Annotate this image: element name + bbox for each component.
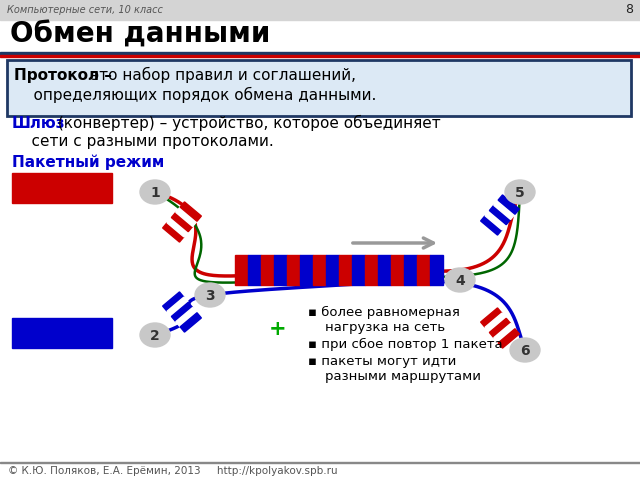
Text: сети с разными протоколами.: сети с разными протоколами. (12, 134, 274, 149)
Bar (498, 195, 519, 214)
Bar (493, 200, 515, 219)
Text: ▪ пакеты могут идти: ▪ пакеты могут идти (308, 355, 456, 368)
Text: нагрузка на сеть: нагрузка на сеть (308, 321, 445, 334)
Bar (0, 0, 640, 20)
Bar (167, 297, 188, 316)
Text: ▪ при сбое повтор 1 пакета: ▪ при сбое повтор 1 пакета (308, 338, 502, 351)
Bar (172, 302, 193, 322)
Bar (485, 313, 506, 333)
Bar (490, 318, 511, 337)
Text: определяющих порядок обмена данными.: определяющих порядок обмена данными. (14, 87, 376, 103)
Text: 8: 8 (625, 3, 633, 16)
Bar (417, 255, 430, 285)
Bar (287, 255, 300, 285)
Text: Шлюз: Шлюз (12, 116, 65, 131)
Text: Обмен данными: Обмен данными (10, 21, 270, 49)
Bar (391, 255, 404, 285)
Bar (490, 205, 511, 225)
Bar (493, 324, 515, 343)
Bar (163, 223, 184, 242)
Bar (235, 255, 248, 285)
Bar (498, 329, 519, 348)
Ellipse shape (510, 338, 540, 362)
Bar (274, 255, 287, 285)
Ellipse shape (505, 180, 535, 204)
Text: © К.Ю. Поляков, Е.А. Ерёмин, 2013     http://kpolyakov.spb.ru: © К.Ю. Поляков, Е.А. Ерёмин, 2013 http:/… (8, 466, 338, 476)
Bar (339, 255, 352, 285)
Bar (261, 255, 274, 285)
Bar (0, 55, 640, 57)
Ellipse shape (140, 180, 170, 204)
Text: 6: 6 (520, 344, 530, 358)
FancyBboxPatch shape (7, 60, 631, 116)
Bar (176, 308, 197, 327)
Bar (481, 216, 502, 235)
Text: ▪ более равномерная: ▪ более равномерная (308, 306, 460, 319)
Bar (0, 462, 640, 463)
Bar (180, 202, 202, 221)
Text: Пакетный режим: Пакетный режим (12, 155, 164, 170)
Bar (404, 255, 417, 285)
Bar (485, 211, 506, 230)
Text: 2: 2 (150, 329, 160, 343)
Ellipse shape (445, 268, 475, 292)
Text: 5: 5 (515, 186, 525, 200)
Ellipse shape (140, 323, 170, 347)
Bar (365, 255, 378, 285)
Text: 4: 4 (455, 274, 465, 288)
Bar (180, 313, 202, 332)
Text: 3: 3 (205, 289, 215, 303)
Bar (313, 255, 326, 285)
Bar (300, 255, 313, 285)
Bar (12, 173, 112, 203)
Bar (378, 255, 391, 285)
Text: +: + (269, 319, 287, 339)
Bar (172, 212, 193, 232)
Text: (конвертер) – устройство, которое объединяет: (конвертер) – устройство, которое объеди… (53, 115, 441, 131)
Text: Компьютерные сети, 10 класс: Компьютерные сети, 10 класс (7, 5, 163, 15)
Bar (481, 308, 502, 327)
Ellipse shape (195, 283, 225, 307)
Bar (12, 318, 112, 348)
Bar (163, 292, 184, 311)
Bar (352, 255, 365, 285)
Bar (176, 207, 197, 227)
Bar (248, 255, 261, 285)
Bar (0, 52, 640, 55)
Text: 1: 1 (150, 186, 160, 200)
Bar (326, 255, 339, 285)
Ellipse shape (263, 313, 293, 343)
Text: Протокол –: Протокол – (14, 68, 112, 83)
Bar (167, 217, 188, 237)
Text: разными маршрутами: разными маршрутами (308, 370, 481, 383)
Text: это набор правил и соглашений,: это набор правил и соглашений, (86, 67, 356, 83)
Bar (430, 255, 443, 285)
